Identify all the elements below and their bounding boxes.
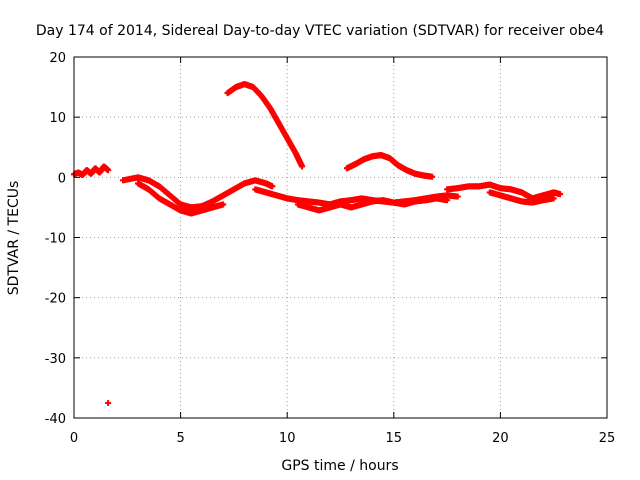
data-point: [220, 201, 227, 208]
series-outlier: [105, 399, 112, 406]
x-tick-label: 0: [70, 431, 78, 446]
data-points: [71, 81, 564, 406]
y-tick-label: 20: [49, 51, 66, 66]
data-point: [105, 399, 112, 406]
data-point: [429, 173, 436, 180]
y-tick-label: 0: [58, 171, 66, 186]
data-point: [269, 183, 276, 190]
data-point: [105, 167, 112, 174]
grid: [74, 57, 607, 418]
y-axis-ticks: -40 -30 -20 -10 0 10 20: [45, 51, 607, 427]
series-arc9: [486, 189, 557, 206]
series-arc2: [120, 174, 276, 211]
chart-title: Day 174 of 2014, Sidereal Day-to-day VTE…: [36, 23, 604, 39]
x-axis-label: GPS time / hours: [281, 458, 398, 474]
series-arc1: [71, 163, 112, 178]
y-tick-label: 10: [49, 111, 66, 126]
x-tick-label: 10: [279, 431, 296, 446]
x-tick-label: 20: [492, 431, 509, 446]
y-tick-label: -20: [45, 292, 66, 307]
y-tick-label: -10: [45, 232, 66, 247]
series-arc8: [444, 181, 564, 202]
y-tick-label: -30: [45, 352, 66, 367]
series-arc4: [224, 81, 306, 170]
x-axis-ticks: 0 5 10 15 20 25: [70, 57, 615, 446]
data-point: [444, 197, 451, 204]
data-point: [557, 191, 564, 198]
series-arc6: [294, 195, 451, 214]
y-axis-label: SDTVAR / TECUs: [6, 181, 22, 296]
data-point: [454, 193, 461, 200]
series-arc7: [343, 152, 436, 180]
data-point: [550, 195, 557, 202]
y-tick-label: -40: [45, 412, 66, 427]
plot-frame: [73, 56, 608, 419]
series-arc3: [134, 180, 227, 217]
x-tick-label: 15: [386, 431, 403, 446]
data-point: [299, 163, 306, 170]
x-tick-label: 25: [599, 431, 616, 446]
x-tick-label: 5: [176, 431, 184, 446]
